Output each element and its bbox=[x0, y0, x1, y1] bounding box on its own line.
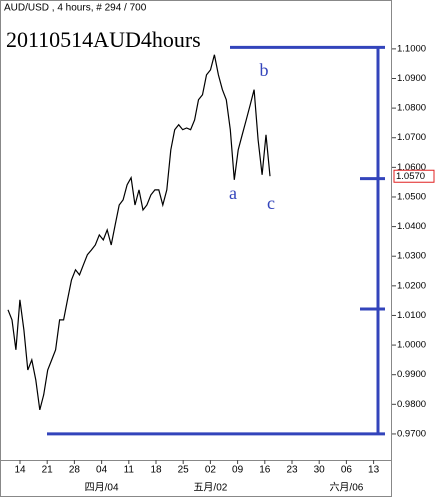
month-label: 六月/06 bbox=[329, 482, 363, 494]
y-tick-label: 1.0900 bbox=[397, 73, 426, 84]
x-tick-label: 02 bbox=[205, 465, 217, 476]
y-tick-label: 1.0700 bbox=[397, 132, 426, 143]
month-label: 四月/04 bbox=[85, 482, 119, 494]
y-tick-label: 1.0800 bbox=[397, 103, 426, 114]
x-tick-label: 11 bbox=[124, 465, 135, 476]
x-tick-label: 14 bbox=[14, 465, 26, 476]
x-tick-label: 25 bbox=[178, 465, 190, 476]
month-label: 五月/02 bbox=[193, 482, 227, 494]
y-tick-label: 1.1000 bbox=[397, 43, 426, 54]
y-tick-label: 1.0500 bbox=[397, 191, 426, 202]
plot-frame bbox=[0, 0, 392, 461]
last-price-label: 1.0570 bbox=[396, 171, 425, 182]
last-price-box bbox=[393, 169, 435, 183]
x-tick-label: 21 bbox=[42, 465, 54, 476]
x-tick-label: 16 bbox=[259, 465, 271, 476]
y-tick-label: 0.9700 bbox=[397, 428, 426, 439]
x-tick-label: 13 bbox=[368, 465, 380, 476]
y-tick-label: 1.0600 bbox=[397, 162, 426, 173]
price-line bbox=[7, 54, 271, 411]
x-tick-label: 30 bbox=[314, 465, 326, 476]
y-tick-label: 1.0100 bbox=[397, 310, 426, 321]
chart-header: AUD/USD , 4 hours, # 294 / 700 bbox=[4, 3, 147, 14]
wave-label: a bbox=[229, 183, 237, 203]
x-axis-frame bbox=[0, 460, 392, 497]
y-tick-label: 1.0300 bbox=[397, 251, 426, 262]
x-tick-label: 23 bbox=[286, 465, 298, 476]
wave-label: b bbox=[260, 60, 269, 80]
y-tick-label: 0.9900 bbox=[397, 369, 426, 380]
chart-title: 20110514AUD4hours bbox=[6, 27, 201, 52]
wave-label: c bbox=[267, 193, 275, 213]
x-tick-label: 28 bbox=[69, 465, 81, 476]
x-tick-label: 18 bbox=[150, 465, 162, 476]
y-tick-label: 1.0200 bbox=[397, 280, 426, 291]
y-tick-label: 1.0400 bbox=[397, 221, 426, 232]
x-tick-label: 04 bbox=[96, 465, 108, 476]
y-tick-label: 0.9800 bbox=[397, 399, 426, 410]
x-tick-label: 06 bbox=[341, 465, 353, 476]
y-tick-label: 1.0000 bbox=[397, 340, 426, 351]
x-tick-label: 09 bbox=[232, 465, 244, 476]
